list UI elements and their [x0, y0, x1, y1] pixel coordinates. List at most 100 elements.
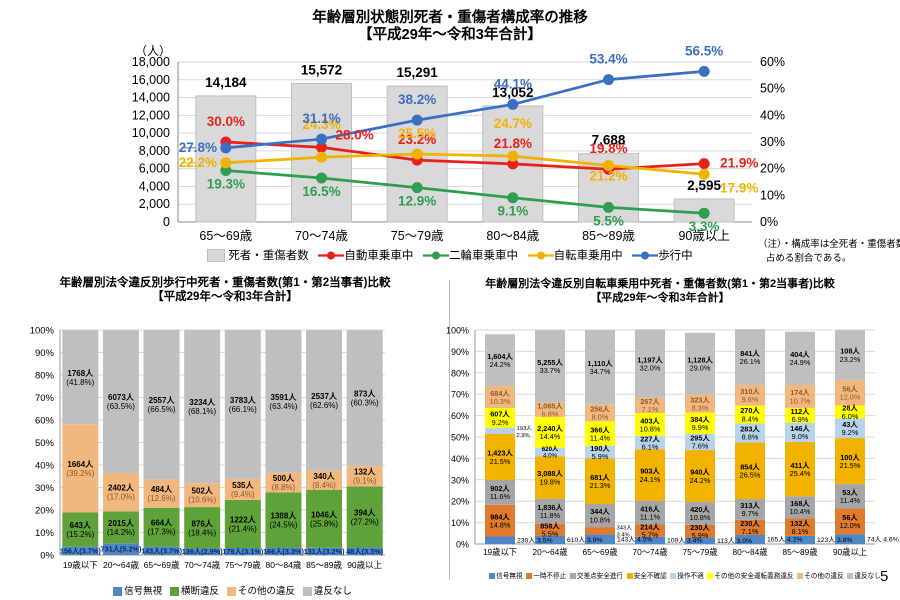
svg-text:74人 4.6%: 74人 4.6%	[867, 535, 899, 543]
svg-text:70～74歳: 70～74歳	[184, 560, 220, 570]
svg-text:3783人: 3783人	[230, 395, 257, 405]
svg-text:70%: 70%	[451, 390, 469, 400]
svg-text:60%: 60%	[760, 55, 785, 69]
svg-text:(17.0%): (17.0%)	[107, 493, 135, 502]
svg-text:100%: 100%	[30, 326, 55, 337]
svg-text:(25.8%): (25.8%)	[310, 519, 338, 528]
svg-text:75～79歳: 75～79歳	[391, 229, 444, 243]
svg-text:6.0%: 6.0%	[842, 412, 859, 421]
svg-text:50%: 50%	[35, 438, 55, 449]
svg-text:20～64歳: 20～64歳	[103, 560, 139, 570]
svg-text:15,572: 15,572	[301, 63, 342, 78]
svg-text:6.9%: 6.9%	[792, 415, 809, 424]
svg-text:340人: 340人	[313, 471, 335, 481]
svg-text:2015人: 2015人	[108, 518, 135, 528]
svg-text:48人(3.3%): 48人(3.3%)	[346, 547, 383, 556]
svg-text:3234人: 3234人	[189, 397, 216, 407]
svg-text:70～74歳: 70～74歳	[632, 547, 667, 557]
svg-text:24.1%: 24.1%	[640, 475, 661, 484]
svg-text:30%: 30%	[451, 475, 469, 485]
svg-text:131人(3.2%): 131人(3.2%)	[304, 547, 346, 556]
svg-text:(62.6%): (62.6%)	[310, 401, 338, 410]
svg-text:19.8%: 19.8%	[589, 141, 627, 156]
svg-text:85～89歳: 85～89歳	[782, 547, 817, 557]
svg-text:1388人: 1388人	[271, 511, 298, 521]
svg-text:(12.6%): (12.6%)	[148, 494, 176, 503]
svg-text:500人: 500人	[273, 473, 295, 483]
svg-text:6,000: 6,000	[139, 162, 170, 176]
svg-text:10.3%: 10.3%	[490, 397, 511, 406]
svg-text:10%: 10%	[451, 518, 469, 528]
svg-text:4.0%: 4.0%	[543, 453, 558, 460]
svg-text:10%: 10%	[35, 528, 55, 539]
svg-text:65～69歳: 65～69歳	[144, 560, 180, 570]
svg-text:(9.4%): (9.4%)	[231, 490, 255, 499]
svg-text:(10.6%): (10.6%)	[188, 496, 216, 505]
svg-text:9.2%: 9.2%	[842, 428, 859, 437]
svg-text:29.0%: 29.0%	[690, 364, 711, 373]
svg-text:70%: 70%	[35, 393, 55, 404]
svg-text:(63.5%): (63.5%)	[107, 402, 135, 411]
svg-text:193人: 193人	[517, 425, 533, 432]
svg-text:9.0%: 9.0%	[792, 432, 809, 441]
svg-text:60%: 60%	[35, 416, 55, 427]
svg-text:14,184: 14,184	[205, 75, 247, 90]
svg-text:10.8%: 10.8%	[690, 513, 711, 522]
svg-text:65～69歳: 65～69歳	[582, 547, 617, 557]
svg-text:(8.4%): (8.4%)	[312, 481, 336, 490]
svg-text:2402人: 2402人	[108, 483, 135, 493]
svg-text:14,000: 14,000	[132, 91, 170, 105]
svg-text:1768人: 1768人	[67, 368, 94, 378]
svg-text:24.2%: 24.2%	[690, 476, 711, 485]
svg-text:0%: 0%	[760, 215, 778, 229]
svg-text:85～89歳: 85～89歳	[582, 229, 635, 243]
svg-text:80～84歳: 80～84歳	[265, 560, 301, 570]
svg-text:21.8%: 21.8%	[494, 136, 532, 151]
svg-text:535人: 535人	[232, 480, 254, 490]
svg-text:0: 0	[163, 215, 170, 229]
svg-text:40%: 40%	[760, 108, 785, 122]
svg-text:2.9%: 2.9%	[517, 433, 530, 439]
svg-text:75～79歳: 75～79歳	[682, 547, 717, 557]
svg-text:2,000: 2,000	[139, 197, 170, 211]
svg-text:(21.4%): (21.4%)	[229, 524, 257, 533]
svg-text:4,000: 4,000	[139, 179, 170, 193]
svg-text:90%: 90%	[35, 348, 55, 359]
svg-text:30.0%: 30.0%	[207, 114, 245, 129]
svg-text:24.2%: 24.2%	[490, 360, 511, 369]
svg-text:80～84歳: 80～84歳	[732, 547, 767, 557]
svg-text:80%: 80%	[35, 371, 55, 382]
svg-text:3.3%: 3.3%	[689, 219, 720, 234]
svg-text:10%: 10%	[760, 188, 785, 202]
svg-text:7.1%: 7.1%	[742, 527, 759, 536]
svg-text:610人 3.9%: 610人 3.9%	[567, 536, 603, 544]
svg-text:484人: 484人	[151, 484, 173, 494]
svg-text:11.4%: 11.4%	[590, 433, 611, 442]
svg-text:12.0%: 12.0%	[840, 521, 861, 530]
svg-text:20～64歳: 20～64歳	[532, 547, 567, 557]
svg-text:5.9%: 5.9%	[692, 531, 709, 540]
svg-text:20%: 20%	[760, 162, 785, 176]
svg-text:56.5%: 56.5%	[685, 43, 723, 58]
svg-text:12.0%: 12.0%	[840, 393, 861, 402]
svg-text:1664人: 1664人	[67, 459, 94, 469]
svg-text:20%: 20%	[35, 506, 55, 517]
svg-text:10,000: 10,000	[132, 126, 170, 140]
svg-text:(39.2%): (39.2%)	[66, 469, 94, 478]
svg-text:1222人: 1222人	[230, 514, 257, 524]
svg-text:16,000: 16,000	[132, 73, 170, 87]
svg-text:166人(3.3%): 166人(3.3%)	[263, 547, 305, 556]
svg-text:0%: 0%	[40, 551, 54, 562]
svg-text:30%: 30%	[35, 483, 55, 494]
svg-text:44.1%: 44.1%	[494, 76, 532, 91]
svg-text:65～69歳: 65～69歳	[199, 229, 252, 243]
svg-text:(14.2%): (14.2%)	[107, 528, 135, 537]
svg-text:5.9%: 5.9%	[592, 452, 609, 461]
svg-text:19歳以下: 19歳以下	[63, 560, 98, 570]
svg-text:24.9%: 24.9%	[790, 358, 811, 367]
svg-text:100%: 100%	[446, 326, 469, 336]
svg-text:(24.5%): (24.5%)	[269, 521, 297, 530]
svg-text:(41.8%): (41.8%)	[66, 378, 94, 387]
svg-text:156人(3.7%): 156人(3.7%)	[60, 546, 102, 555]
svg-text:85～89歳: 85～89歳	[306, 560, 342, 570]
